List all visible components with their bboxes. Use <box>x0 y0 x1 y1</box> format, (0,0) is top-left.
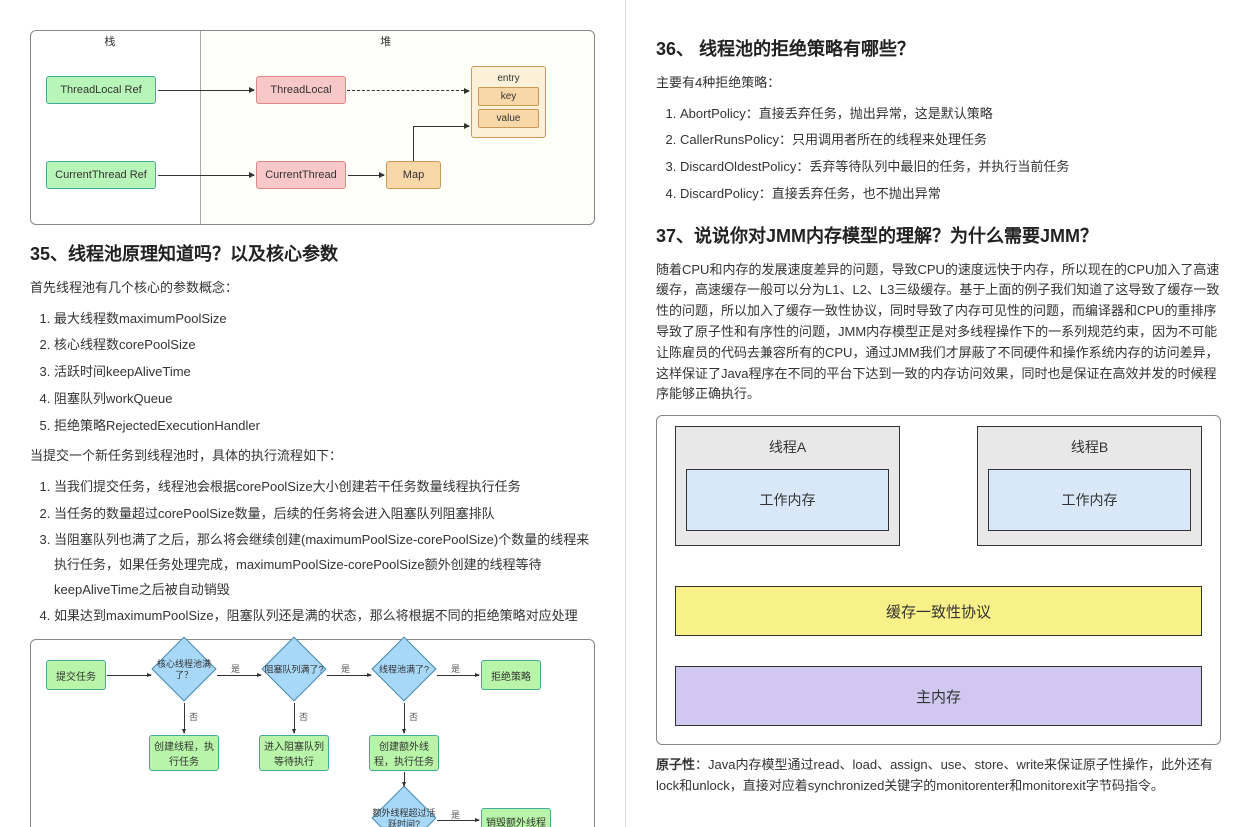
list-item: 最大线程数maximumPoolSize <box>54 307 595 332</box>
arrow <box>158 90 254 91</box>
list-item: CallerRunsPolicy：只用调用者所在的线程来处理任务 <box>680 128 1221 153</box>
thread-b-label: 线程B <box>988 437 1191 457</box>
create-thread-box: 创建线程，执行任务 <box>149 735 219 771</box>
thread-b-box: 线程B 工作内存 <box>977 426 1202 546</box>
flowchart-diagram: 提交任务 核心线程池满了？ 阻塞队列满了? 线程池满了? 拒绝策略 创建线程，执… <box>30 639 595 827</box>
arrow <box>217 675 261 676</box>
submit-task-box: 提交任务 <box>46 660 106 690</box>
list-item: 核心线程数corePoolSize <box>54 333 595 358</box>
list-36: AbortPolicy：直接丢弃任务，抛出异常，这是默认策略 CallerRun… <box>680 102 1221 207</box>
workmem-a: 工作内存 <box>686 469 889 531</box>
arrow <box>184 703 185 733</box>
currentthread-ref-box: CurrentThread Ref <box>46 161 156 189</box>
arrow-segment <box>413 126 414 161</box>
no-label: 否 <box>409 710 418 723</box>
arrow <box>348 175 384 176</box>
value-box: value <box>478 109 539 128</box>
thread-a-label: 线程A <box>686 437 889 457</box>
heading-36: 36、 线程池的拒绝策略有哪些？ <box>656 35 1221 61</box>
arrow <box>327 675 371 676</box>
jmm-diagram: 线程A 工作内存 线程B 工作内存 缓存一致性协议 主内存 <box>656 415 1221 745</box>
destroy-box: 销毁额外线程 <box>481 808 551 827</box>
queue-full-text: 阻塞队列满了? <box>259 665 329 676</box>
threadlocal-ref-box: ThreadLocal Ref <box>46 76 156 104</box>
arrow <box>404 772 405 786</box>
list-item: 活跃时间keepAliveTime <box>54 360 595 385</box>
arrow <box>413 126 469 127</box>
main-memory-bar: 主内存 <box>675 666 1202 726</box>
core-full-text: 核心线程池满了？ <box>149 659 219 681</box>
arrow-dashed <box>347 90 469 91</box>
threadlocal-diagram: 栈 堆 ThreadLocal Ref CurrentThread Ref Th… <box>30 30 595 225</box>
arrow <box>158 175 254 176</box>
p36-intro: 主要有4种拒绝策略： <box>656 73 1221 94</box>
extra-thread-box: 创建额外线程，执行任务 <box>369 735 439 771</box>
yes-label: 是 <box>451 808 460 821</box>
list-item: DiscardPolicy：直接丢弃任务，也不抛出异常 <box>680 182 1221 207</box>
no-label: 否 <box>299 710 308 723</box>
enqueue-box: 进入阻塞队列等待执行 <box>259 735 329 771</box>
p37-atomic: 原子性：Java内存模型通过read、load、assign、use、store… <box>656 755 1221 797</box>
heading-37: 37、说说你对JMM内存模型的理解？为什么需要JMM？ <box>656 222 1221 248</box>
atomic-label: 原子性 <box>656 757 695 772</box>
yes-label: 是 <box>231 662 240 675</box>
p35-flow: 当提交一个新任务到线程池时，具体的执行流程如下： <box>30 446 595 467</box>
reject-box: 拒绝策略 <box>481 660 541 690</box>
currentthread-box: CurrentThread <box>256 161 346 189</box>
arrow <box>437 675 479 676</box>
heap-label: 堆 <box>380 33 391 49</box>
list-item: 当阻塞队列也满了之后，那么将会继续创建(maximumPoolSize-core… <box>54 528 595 602</box>
list-item: 如果达到maximumPoolSize，阻塞队列还是满的状态，那么将根据不同的拒… <box>54 604 595 629</box>
list-item: 拒绝策略RejectedExecutionHandler <box>54 414 595 439</box>
list-item: DiscardOldestPolicy：丢弃等待队列中最旧的任务，并执行当前任务 <box>680 155 1221 180</box>
yes-label: 是 <box>451 662 460 675</box>
yes-label: 是 <box>341 662 350 675</box>
atomic-body: ：Java内存模型通过read、load、assign、use、store、wr… <box>656 757 1213 793</box>
threadlocal-box: ThreadLocal <box>256 76 346 104</box>
stack-label: 栈 <box>104 33 115 49</box>
list-item: AbortPolicy：直接丢弃任务，抛出异常，这是默认策略 <box>680 102 1221 127</box>
heading-35: 35、线程池原理知道吗？以及核心参数 <box>30 240 595 266</box>
list-item: 阻塞队列workQueue <box>54 387 595 412</box>
list-35a: 最大线程数maximumPoolSize 核心线程数corePoolSize 活… <box>54 307 595 438</box>
workmem-b: 工作内存 <box>988 469 1191 531</box>
list-item: 当我们提交任务，线程池会根据corePoolSize大小创建若干任务数量线程执行… <box>54 475 595 500</box>
thread-a-box: 线程A 工作内存 <box>675 426 900 546</box>
arrow <box>294 703 295 733</box>
list-item: 当任务的数量超过corePoolSize数量，后续的任务将会进入阻塞队列阻塞排队 <box>54 502 595 527</box>
p35-intro: 首先线程池有几个核心的参数概念： <box>30 278 595 299</box>
key-box: key <box>478 87 539 106</box>
entry-label: entry <box>478 73 539 84</box>
alive-time-text: 额外线程超过活跃时间? <box>369 808 439 827</box>
cache-coherence-bar: 缓存一致性协议 <box>675 586 1202 636</box>
arrow <box>107 675 151 676</box>
no-label: 否 <box>189 710 198 723</box>
p37-body: 随着CPU和内存的发展速度差异的问题，导致CPU的速度远快于内存，所以现在的CP… <box>656 260 1221 406</box>
list-35b: 当我们提交任务，线程池会根据corePoolSize大小创建若干任务数量线程执行… <box>54 475 595 629</box>
map-box: Map <box>386 161 441 189</box>
pool-full-text: 线程池满了? <box>369 665 439 676</box>
entry-container: entry key value <box>471 66 546 138</box>
arrow <box>404 703 405 733</box>
